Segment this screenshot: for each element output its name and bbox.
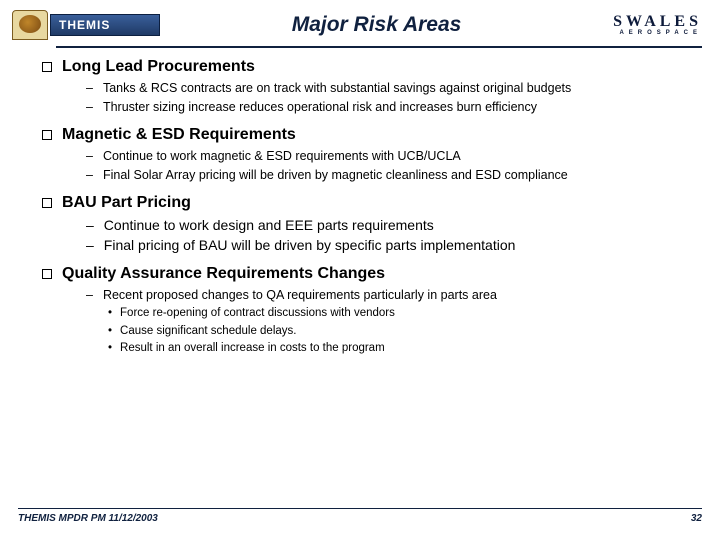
dash-bullet-icon: – [86, 236, 94, 255]
list-item: –Final pricing of BAU will be driven by … [86, 236, 696, 255]
list-item-text: Continue to work design and EEE parts re… [104, 216, 434, 235]
list-item: –Continue to work magnetic & ESD require… [86, 148, 696, 165]
section-header: Long Lead Procurements [42, 58, 696, 76]
section-title: Magnetic & ESD Requirements [62, 126, 296, 144]
list-item-text: Result in an overall increase in costs t… [120, 341, 385, 357]
list-item: –Tanks & RCS contracts are on track with… [86, 80, 696, 97]
list-item-text: Force re-opening of contract discussions… [120, 306, 395, 322]
section: BAU Part Pricing –Continue to work design… [42, 194, 696, 256]
list-item: –Thruster sizing increase reduces operat… [86, 99, 696, 116]
slide-header: THEMIS Major Risk Areas SWALES AEROSPACE [0, 0, 720, 46]
section-title: Long Lead Procurements [62, 58, 255, 76]
list-item-text: Final pricing of BAU will be driven by s… [104, 236, 516, 255]
themis-badge-icon [12, 10, 48, 40]
dot-bullet-icon: • [108, 324, 112, 340]
slide-title: Major Risk Areas [160, 13, 613, 37]
swales-name: SWALES [613, 14, 702, 30]
dash-bullet-icon: – [86, 80, 93, 97]
square-bullet-icon [42, 62, 52, 72]
list-item-text: Thruster sizing increase reduces operati… [103, 99, 537, 116]
section: Quality Assurance Requirements Changes–R… [42, 265, 696, 356]
square-bullet-icon [42, 269, 52, 279]
list-item-text: Tanks & RCS contracts are on track with … [103, 80, 571, 97]
list-item-text: Cause significant schedule delays. [120, 324, 296, 340]
swales-logo: SWALES AEROSPACE [613, 14, 702, 36]
section: Magnetic & ESD Requirements –Continue to … [42, 126, 696, 184]
section-header: Quality Assurance Requirements Changes [42, 265, 696, 283]
section-title: Quality Assurance Requirements Changes [62, 265, 385, 283]
sub-list: –Tanks & RCS contracts are on track with… [42, 80, 696, 116]
list-item-text: Final Solar Array pricing will be driven… [103, 167, 568, 184]
footer-divider [18, 508, 702, 509]
dot-bullet-icon: • [108, 341, 112, 357]
footer-left: THEMIS MPDR PM 11/12/2003 [18, 513, 158, 524]
list-item-text: Continue to work magnetic & ESD requirem… [103, 148, 461, 165]
dash-bullet-icon: – [86, 148, 93, 165]
section: Long Lead Procurements –Tanks & RCS contr… [42, 58, 696, 116]
subsub-list: • Force re-opening of contract discussion… [42, 306, 696, 357]
dash-bullet-icon: – [86, 216, 94, 235]
square-bullet-icon [42, 130, 52, 140]
list-item: • Result in an overall increase in costs … [108, 341, 696, 357]
section-header: Magnetic & ESD Requirements [42, 126, 696, 144]
themis-bar: THEMIS [50, 14, 160, 36]
dash-bullet-icon: – [86, 167, 93, 184]
dash-bullet-icon: – [86, 99, 93, 116]
themis-logo: THEMIS [12, 10, 160, 40]
slide-content: Long Lead Procurements–Tanks & RCS contr… [0, 58, 720, 357]
section-header: BAU Part Pricing [42, 194, 696, 212]
list-item-text: Recent proposed changes to QA requiremen… [103, 287, 497, 304]
list-item: –Final Solar Array pricing will be drive… [86, 167, 696, 184]
sub-list: –Continue to work magnetic & ESD require… [42, 148, 696, 184]
square-bullet-icon [42, 198, 52, 208]
footer-page-number: 32 [691, 513, 702, 524]
dot-bullet-icon: • [108, 306, 112, 322]
swales-subtitle: AEROSPACE [613, 30, 702, 36]
section-title: BAU Part Pricing [62, 194, 191, 212]
header-divider [56, 46, 702, 48]
slide-footer: THEMIS MPDR PM 11/12/2003 32 [18, 508, 702, 524]
list-item: • Force re-opening of contract discussion… [108, 306, 696, 322]
dash-bullet-icon: – [86, 287, 93, 304]
list-item: • Cause significant schedule delays. [108, 324, 696, 340]
sub-list: –Recent proposed changes to QA requireme… [42, 287, 696, 304]
list-item: –Continue to work design and EEE parts r… [86, 216, 696, 235]
sub-list: –Continue to work design and EEE parts r… [42, 216, 696, 256]
list-item: –Recent proposed changes to QA requireme… [86, 287, 696, 304]
